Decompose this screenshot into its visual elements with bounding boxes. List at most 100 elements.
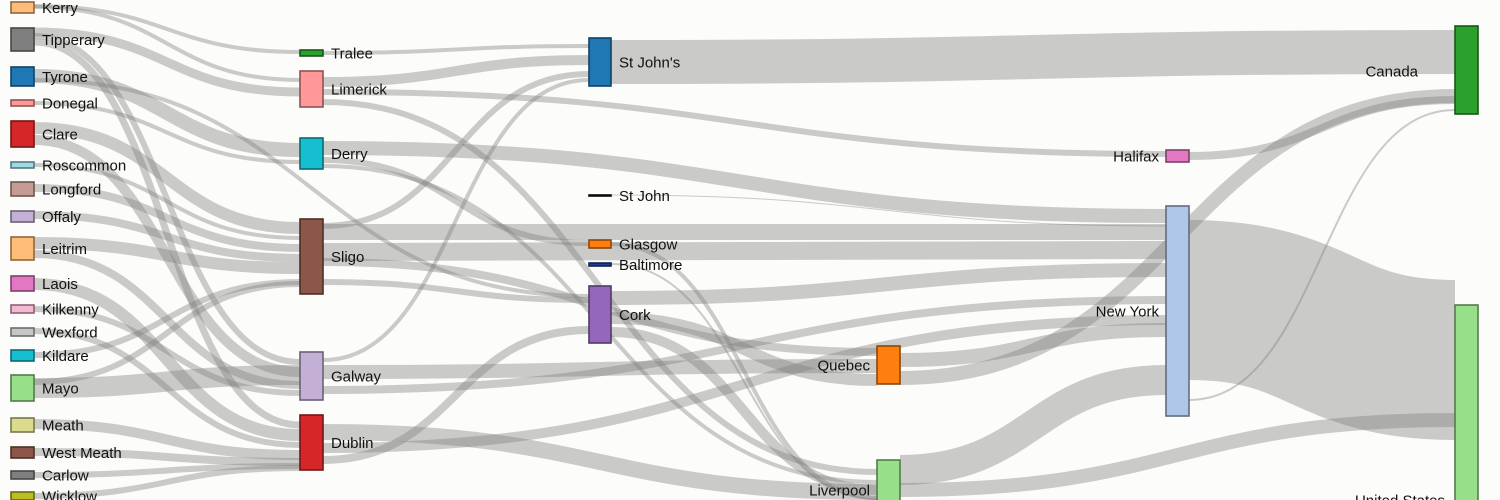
node-baltimore-bar[interactable] (588, 262, 612, 267)
node-derry-bar[interactable] (299, 137, 324, 170)
node-canada-bar[interactable] (1454, 25, 1479, 115)
node-tyrone[interactable]: Tyrone (10, 66, 88, 87)
node-halifax[interactable]: Halifax (1113, 148, 1190, 165)
node-newyork-label: New York (1096, 303, 1160, 320)
node-dublin[interactable]: Dublin (299, 414, 374, 471)
link-tipperary-to-galway (33, 33, 301, 365)
node-donegal-bar[interactable] (10, 99, 35, 107)
node-carlow[interactable]: Carlow (10, 467, 89, 484)
node-quebec[interactable]: Quebec (817, 345, 901, 385)
node-carlow-bar[interactable] (10, 470, 35, 480)
link-galway-to-newyork (322, 296, 1167, 394)
node-cork[interactable]: Cork (588, 285, 651, 344)
node-tralee[interactable]: Tralee (299, 45, 373, 62)
node-glasgow-bar[interactable] (588, 239, 612, 249)
node-meath[interactable]: Meath (10, 417, 84, 434)
node-clare-label: Clare (42, 126, 78, 143)
node-kilkenny[interactable]: Kilkenny (10, 301, 99, 318)
node-sligo-bar[interactable] (299, 218, 324, 295)
flow-links (33, 4, 1457, 500)
node-stjohns-bar[interactable] (588, 37, 612, 87)
node-limerick-bar[interactable] (299, 70, 324, 108)
node-sligo[interactable]: Sligo (299, 218, 364, 295)
node-derry-label: Derry (331, 146, 368, 163)
node-newyork[interactable]: New York (1096, 205, 1190, 417)
link-kerry-to-tralee (33, 4, 301, 54)
link-galway-to-stjohns (322, 78, 590, 362)
node-roscommon[interactable]: Roscommon (10, 157, 126, 174)
node-baltimore[interactable]: Baltimore (588, 257, 682, 274)
node-stjohn[interactable]: St John (588, 188, 670, 205)
node-meath-label: Meath (42, 417, 84, 434)
node-tipperary-bar[interactable] (10, 27, 35, 52)
node-laois[interactable]: Laois (10, 275, 78, 293)
node-halifax-label: Halifax (1113, 148, 1159, 165)
node-tyrone-bar[interactable] (10, 66, 35, 87)
link-derry-to-newyork (322, 141, 1167, 223)
node-offaly-bar[interactable] (10, 210, 35, 223)
node-cork-bar[interactable] (588, 285, 612, 344)
node-wicklow[interactable]: Wicklow (10, 488, 97, 500)
node-donegal[interactable]: Donegal (10, 95, 98, 112)
node-meath-bar[interactable] (10, 417, 35, 433)
node-stjohn-bar[interactable] (588, 194, 612, 197)
link-meath-to-dublin (33, 419, 301, 460)
node-longford-bar[interactable] (10, 181, 35, 197)
link-tyrone-to-cork (33, 78, 590, 298)
node-offaly[interactable]: Offaly (10, 209, 81, 226)
node-galway[interactable]: Galway (299, 351, 382, 401)
link-tipperary-to-dublin (33, 38, 301, 429)
link-cork-to-newyork (610, 263, 1167, 305)
node-galway-label: Galway (331, 368, 382, 385)
node-mayo-bar[interactable] (10, 374, 35, 402)
node-tipperary-label: Tipperary (42, 32, 105, 49)
link-clare-to-sligo (33, 122, 301, 234)
node-halifax-bar[interactable] (1165, 149, 1190, 163)
link-tipperary-to-limerick (33, 27, 301, 97)
link-galway-to-quebec (322, 359, 878, 379)
node-galway-bar[interactable] (299, 351, 324, 401)
node-tipperary[interactable]: Tipperary (10, 27, 105, 52)
node-wexford[interactable]: Wexford (10, 324, 98, 341)
node-glasgow[interactable]: Glasgow (588, 236, 678, 253)
node-unitedstates-bar[interactable] (1454, 304, 1479, 500)
node-newyork-bar[interactable] (1165, 205, 1190, 417)
link-leitrim-to-galway (33, 250, 301, 389)
node-offaly-label: Offaly (42, 209, 81, 226)
node-leitrim-bar[interactable] (10, 236, 35, 261)
node-kildare-label: Kildare (42, 348, 89, 365)
node-kildare[interactable]: Kildare (10, 348, 89, 365)
link-stjohns-to-canada (610, 30, 1456, 84)
node-roscommon-bar[interactable] (10, 161, 35, 169)
node-limerick[interactable]: Limerick (299, 70, 387, 108)
node-kilkenny-bar[interactable] (10, 304, 35, 314)
node-wexford-label: Wexford (42, 324, 98, 341)
node-wicklow-bar[interactable] (10, 491, 35, 500)
node-kerry[interactable]: Kerry (10, 0, 78, 17)
node-kerry-bar[interactable] (10, 1, 35, 14)
node-canada[interactable]: Canada (1365, 25, 1479, 115)
node-westmeath[interactable]: West Meath (10, 445, 122, 462)
node-unitedstates[interactable]: United States (1355, 304, 1479, 500)
node-clare[interactable]: Clare (10, 120, 78, 148)
node-leitrim[interactable]: Leitrim (10, 236, 87, 261)
node-clare-bar[interactable] (10, 120, 35, 148)
link-sligo-to-newyork (322, 241, 1167, 261)
link-baltimore-to-liverpool (610, 263, 878, 500)
node-mayo-label: Mayo (42, 380, 79, 397)
node-liverpool-label: Liverpool (809, 482, 870, 499)
node-mayo[interactable]: Mayo (10, 374, 79, 402)
link-westmeath-to-dublin (33, 448, 301, 466)
node-wexford-bar[interactable] (10, 327, 35, 337)
node-derry[interactable]: Derry (299, 137, 368, 170)
node-laois-bar[interactable] (10, 275, 35, 292)
node-kildare-bar[interactable] (10, 349, 35, 362)
node-dublin-bar[interactable] (299, 414, 324, 471)
node-liverpool-bar[interactable] (876, 459, 901, 500)
node-liverpool[interactable]: Liverpool (809, 459, 901, 500)
node-westmeath-bar[interactable] (10, 446, 35, 459)
node-longford[interactable]: Longford (10, 181, 101, 198)
node-stjohns[interactable]: St John's (588, 37, 680, 87)
node-quebec-bar[interactable] (876, 345, 901, 385)
node-tralee-bar[interactable] (299, 49, 324, 57)
